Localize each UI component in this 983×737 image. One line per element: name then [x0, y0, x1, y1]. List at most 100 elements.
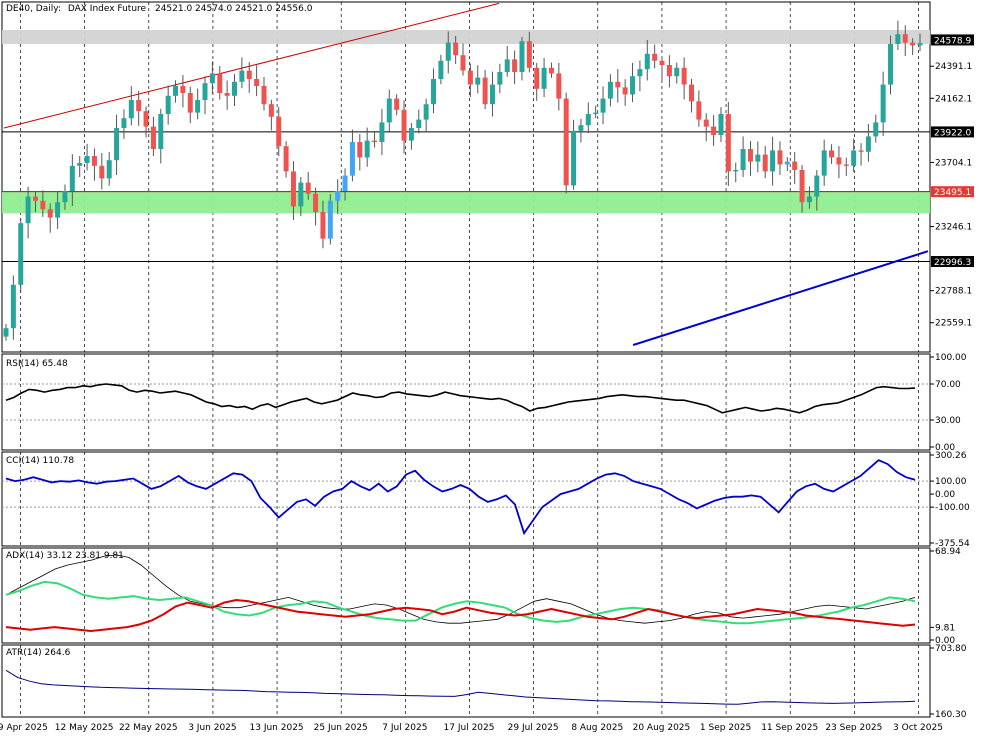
bull-candle [55, 202, 61, 218]
cci-tick-label: -375.54 [935, 539, 970, 549]
symbol-label: DE40, Daily: [6, 4, 61, 14]
support-zone [2, 191, 930, 214]
bull-candle [445, 42, 451, 61]
bear-candle [482, 77, 488, 105]
bear-candle [136, 100, 142, 112]
price-tag-label: 22996.3 [934, 258, 971, 268]
bull-candle [519, 41, 525, 72]
instrument-description: DAX Index Future [67, 4, 147, 14]
bear-candle [261, 86, 267, 105]
bull-candle [674, 67, 680, 77]
y-tick-label: 23704.1 [935, 158, 972, 168]
bear-candle [357, 142, 363, 158]
bull-candle [195, 100, 201, 113]
bear-candle [681, 67, 687, 85]
bull-candle [600, 98, 606, 113]
bear-candle [313, 193, 319, 212]
ohlc-readout: 24521.0 24574.0 24521.0 24556.0 [154, 4, 313, 14]
moving-average-line [632, 250, 929, 346]
bear-candle [836, 157, 842, 165]
cci-tick-label: 100.00 [935, 477, 967, 487]
adx-series-minus-DI [5, 598, 916, 633]
bull-candle [209, 73, 215, 84]
bull-candle [327, 200, 333, 239]
bear-candle [526, 41, 532, 68]
y-tick-label: 22788.1 [935, 287, 972, 297]
bear-candle [276, 116, 282, 147]
bear-candle [548, 67, 554, 74]
bear-candle [268, 104, 274, 117]
bear-candle [615, 81, 621, 88]
adx-title: ADX(14) 33.12 23.81 9.81 [6, 551, 124, 561]
cci-title: CCI(14) 110.78 [6, 456, 75, 466]
bull-candle [408, 128, 414, 141]
y-tick-label: 23246.1 [935, 223, 972, 233]
bear-candle [622, 87, 628, 95]
bear-candle [150, 126, 156, 149]
bull-candle [851, 150, 857, 166]
bull-candle [3, 328, 9, 337]
bear-candle [47, 209, 53, 218]
bear-candle [777, 150, 783, 165]
bull-candle [895, 34, 901, 44]
bear-candle [902, 34, 908, 43]
bear-candle [143, 111, 149, 127]
adx-tick-label: 68.94 [935, 547, 961, 557]
x-tick-label: 3 Oct 2025 [893, 723, 943, 733]
panel-frame-2 [1, 451, 931, 547]
rsi-tick-label: 30.00 [935, 416, 961, 426]
rsi-tick-label: 0.00 [935, 443, 955, 453]
adx-tick-label: 0.00 [935, 636, 955, 646]
panel-frame-3 [1, 547, 931, 644]
trendline [3, 2, 500, 129]
bear-candle [843, 164, 849, 166]
bear-candle [40, 200, 46, 210]
x-tick-label: 23 Sep 2025 [825, 723, 882, 733]
bear-candle [394, 98, 400, 110]
bull-candle [173, 86, 179, 96]
bull-candle [888, 44, 894, 85]
bull-candle [438, 60, 444, 79]
bull-candle [821, 150, 827, 176]
bear-candle [372, 140, 378, 142]
atr-tick-label: 703.80 [935, 644, 967, 654]
bull-candle [121, 118, 127, 128]
bull-candle [114, 128, 120, 161]
bull-candle [814, 175, 820, 197]
x-tick-label: 7 Jul 2025 [382, 723, 427, 733]
x-tick-label: 12 May 2025 [55, 723, 114, 733]
bull-candle [637, 69, 643, 77]
bear-candle [32, 196, 38, 201]
bull-candle [342, 175, 348, 191]
bear-candle [666, 65, 672, 77]
adx-series-ADX [5, 554, 916, 624]
bull-candle [593, 112, 599, 114]
bear-candle [283, 146, 289, 172]
bull-candle [379, 122, 385, 142]
bear-candle [910, 42, 916, 46]
adx-series-plusminus-DI [5, 580, 916, 625]
y-tick-label: 22559.1 [935, 319, 972, 329]
bull-candle [755, 154, 761, 162]
price-tag [931, 126, 974, 138]
bull-candle [630, 76, 636, 95]
bear-candle [254, 79, 260, 86]
rsi-tick-label: 70.00 [935, 380, 961, 390]
atr-tick-label: 160.30 [935, 710, 967, 720]
bear-candle [563, 98, 569, 186]
bull-candle [62, 191, 68, 203]
price-tag-label: 24578.9 [934, 36, 971, 46]
rsi-title: RSI(14) 65.48 [6, 359, 68, 369]
bull-candle [733, 170, 739, 172]
bear-candle [246, 70, 252, 79]
bull-candle [158, 114, 164, 149]
bear-candle [91, 156, 97, 166]
bear-candle [652, 53, 658, 61]
bull-candle [25, 196, 31, 224]
atr-line [5, 669, 916, 705]
bull-candle [585, 114, 591, 126]
bull-candle [77, 163, 83, 166]
bull-candle [69, 165, 75, 191]
bear-candle [305, 182, 311, 194]
bear-candle [799, 170, 805, 203]
